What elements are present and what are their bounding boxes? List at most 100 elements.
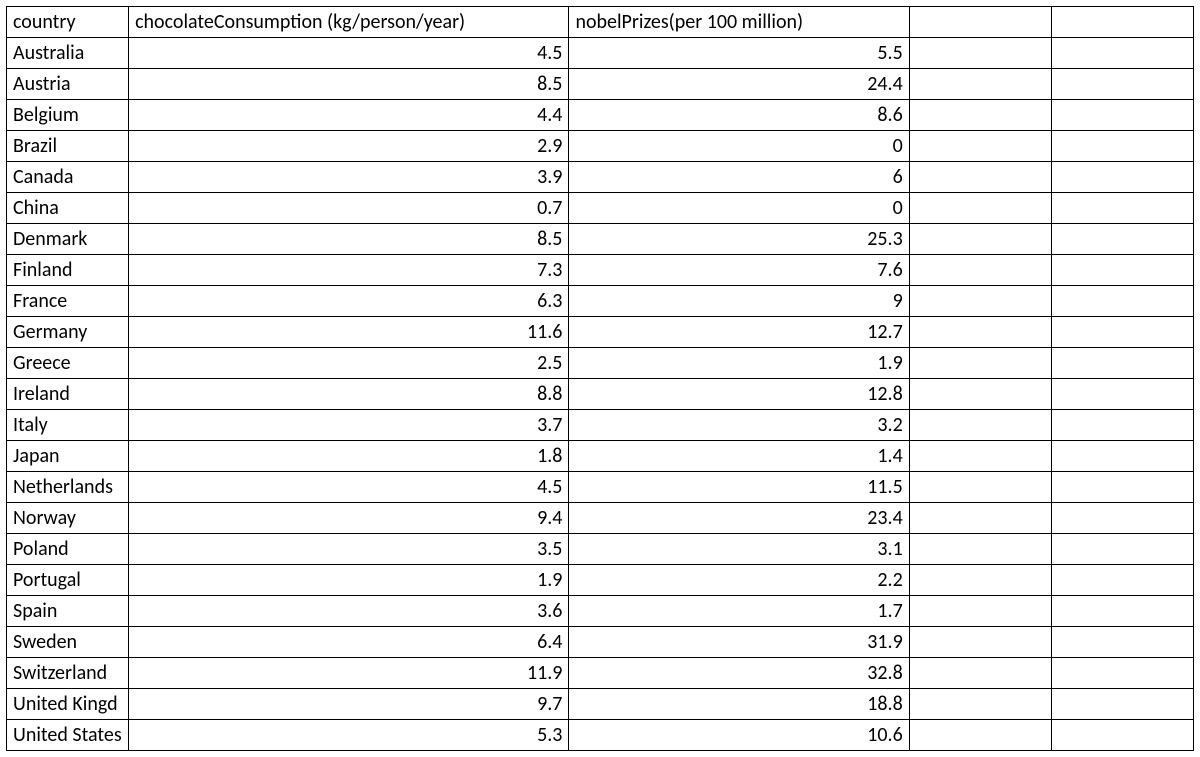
table-cell [1051, 193, 1193, 224]
table-cell: Australia [7, 38, 129, 69]
table-cell: 0 [569, 193, 909, 224]
table-cell: 7.6 [569, 255, 909, 286]
table-cell: Finland [7, 255, 129, 286]
table-cell: 1.7 [569, 596, 909, 627]
table-row: Greece2.51.9 [7, 348, 1194, 379]
table-cell: 23.4 [569, 503, 909, 534]
table-cell: 6 [569, 162, 909, 193]
table-cell [909, 441, 1051, 472]
table-cell: Belgium [7, 100, 129, 131]
table-row: Italy3.73.2 [7, 410, 1194, 441]
table-cell: 5.3 [129, 720, 569, 751]
table-cell: 2.5 [129, 348, 569, 379]
table-cell [909, 379, 1051, 410]
table-cell: 1.9 [569, 348, 909, 379]
table-cell: 3.9 [129, 162, 569, 193]
column-header: nobelPrizes(per 100 million) [569, 7, 909, 38]
table-cell: 3.7 [129, 410, 569, 441]
table-row: Brazil2.90 [7, 131, 1194, 162]
table-cell [1051, 565, 1193, 596]
table-cell: 8.8 [129, 379, 569, 410]
table-cell: 8.5 [129, 69, 569, 100]
table-cell [1051, 441, 1193, 472]
table-cell: Spain [7, 596, 129, 627]
table-cell: Portugal [7, 565, 129, 596]
table-row: Switzerland11.932.8 [7, 658, 1194, 689]
table-cell: 3.5 [129, 534, 569, 565]
table-cell [1051, 317, 1193, 348]
table-cell: 8.6 [569, 100, 909, 131]
table-row: Finland7.37.6 [7, 255, 1194, 286]
table-cell: 3.2 [569, 410, 909, 441]
table-cell: 10.6 [569, 720, 909, 751]
column-header [1051, 7, 1193, 38]
table-cell: 0.7 [129, 193, 569, 224]
table-cell: United States [7, 720, 129, 751]
table-cell [909, 565, 1051, 596]
table-cell [1051, 720, 1193, 751]
table-row: Austria8.524.4 [7, 69, 1194, 100]
table-cell: Austria [7, 69, 129, 100]
table-cell [1051, 100, 1193, 131]
column-header: chocolateConsumption (kg/person/year) [129, 7, 569, 38]
table-cell: 4.4 [129, 100, 569, 131]
table-row: United Kingd9.718.8 [7, 689, 1194, 720]
table-cell: 24.4 [569, 69, 909, 100]
table-cell [909, 720, 1051, 751]
table-cell: 5.5 [569, 38, 909, 69]
table-cell [909, 193, 1051, 224]
table-cell: 32.8 [569, 658, 909, 689]
table-cell [1051, 224, 1193, 255]
table-cell: 9.4 [129, 503, 569, 534]
table-cell [1051, 162, 1193, 193]
table-cell: France [7, 286, 129, 317]
table-cell [909, 131, 1051, 162]
table-cell: 12.8 [569, 379, 909, 410]
table-cell [909, 503, 1051, 534]
table-cell: 18.8 [569, 689, 909, 720]
table-cell: 1.4 [569, 441, 909, 472]
table-cell: 8.5 [129, 224, 569, 255]
table-cell: Switzerland [7, 658, 129, 689]
table-row: Portugal1.92.2 [7, 565, 1194, 596]
table-cell: China [7, 193, 129, 224]
table-row: France6.39 [7, 286, 1194, 317]
table-cell [909, 689, 1051, 720]
table-row: United States5.310.6 [7, 720, 1194, 751]
table-cell [909, 596, 1051, 627]
table-row: China0.70 [7, 193, 1194, 224]
table-cell [909, 286, 1051, 317]
table-cell: Brazil [7, 131, 129, 162]
table-header-row: countrychocolateConsumption (kg/person/y… [7, 7, 1194, 38]
table-cell [1051, 38, 1193, 69]
table-cell: 4.5 [129, 472, 569, 503]
table-cell: 11.6 [129, 317, 569, 348]
table-cell [909, 348, 1051, 379]
table-cell [909, 38, 1051, 69]
table-cell: Sweden [7, 627, 129, 658]
table-row: Poland3.53.1 [7, 534, 1194, 565]
table-row: Japan1.81.4 [7, 441, 1194, 472]
column-header [909, 7, 1051, 38]
table-cell: Canada [7, 162, 129, 193]
table-row: Denmark8.525.3 [7, 224, 1194, 255]
table-cell: Italy [7, 410, 129, 441]
table-cell: 0 [569, 131, 909, 162]
table-cell: 2.2 [569, 565, 909, 596]
table-row: Ireland8.812.8 [7, 379, 1194, 410]
table-row: Spain3.61.7 [7, 596, 1194, 627]
table-cell: 31.9 [569, 627, 909, 658]
table-cell: 1.8 [129, 441, 569, 472]
table-cell [909, 162, 1051, 193]
table-cell: 7.3 [129, 255, 569, 286]
data-table: countrychocolateConsumption (kg/person/y… [6, 6, 1194, 751]
table-cell: Poland [7, 534, 129, 565]
table-cell: 3.6 [129, 596, 569, 627]
table-cell [1051, 534, 1193, 565]
table-cell: 4.5 [129, 38, 569, 69]
table-cell [909, 100, 1051, 131]
table-cell [909, 317, 1051, 348]
table-cell: 6.4 [129, 627, 569, 658]
table-cell [909, 69, 1051, 100]
table-cell: Ireland [7, 379, 129, 410]
